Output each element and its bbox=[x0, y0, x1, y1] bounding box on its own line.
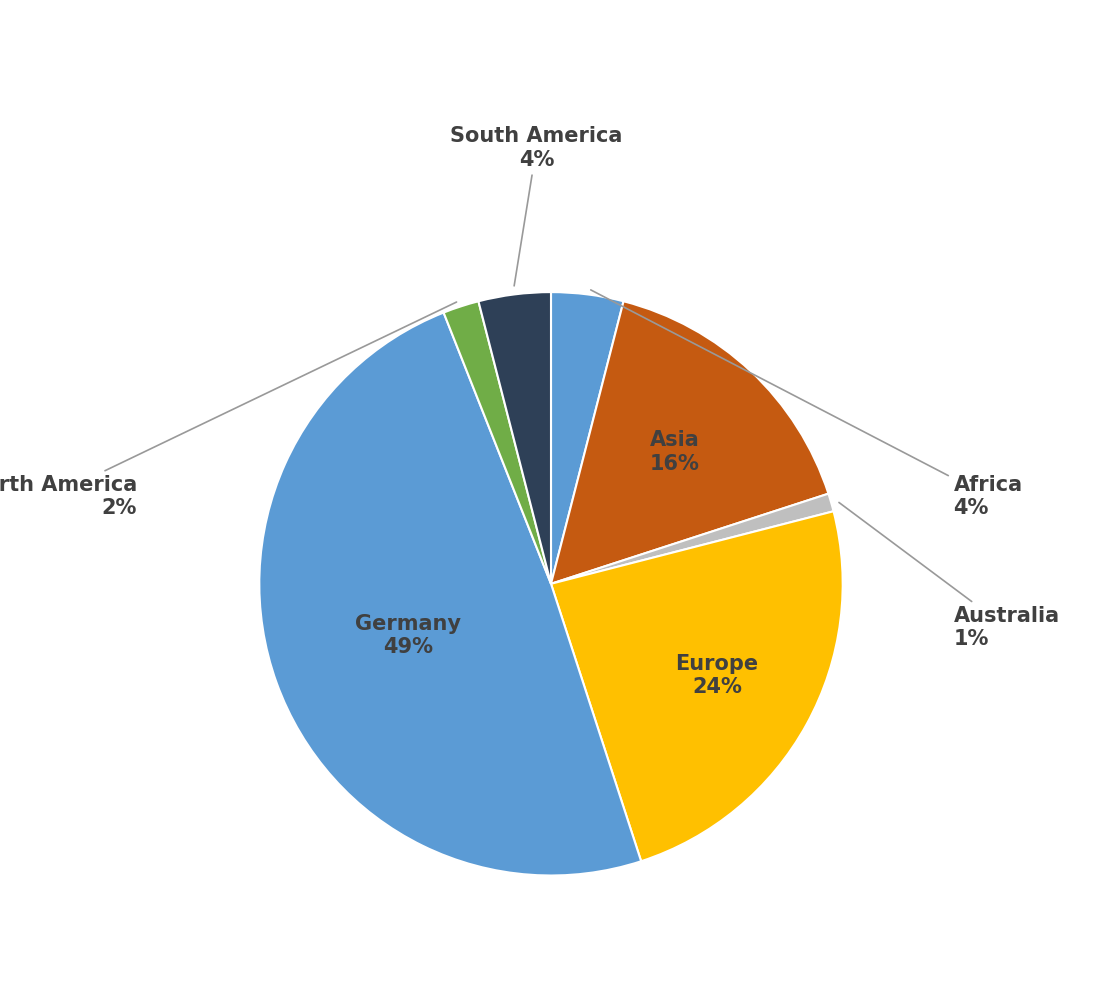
Text: Australia
1%: Australia 1% bbox=[839, 503, 1060, 649]
Wedge shape bbox=[259, 312, 641, 876]
Text: South America
4%: South America 4% bbox=[451, 126, 623, 286]
Text: Germany
49%: Germany 49% bbox=[355, 614, 462, 657]
Text: Europe
24%: Europe 24% bbox=[676, 654, 758, 696]
Text: Asia
16%: Asia 16% bbox=[650, 431, 700, 473]
Wedge shape bbox=[478, 292, 551, 584]
Wedge shape bbox=[551, 302, 829, 584]
Wedge shape bbox=[551, 494, 833, 584]
Wedge shape bbox=[551, 292, 624, 584]
Text: North America
2%: North America 2% bbox=[0, 302, 456, 518]
Text: Africa
4%: Africa 4% bbox=[591, 290, 1023, 518]
Wedge shape bbox=[444, 302, 551, 584]
Wedge shape bbox=[551, 511, 843, 861]
